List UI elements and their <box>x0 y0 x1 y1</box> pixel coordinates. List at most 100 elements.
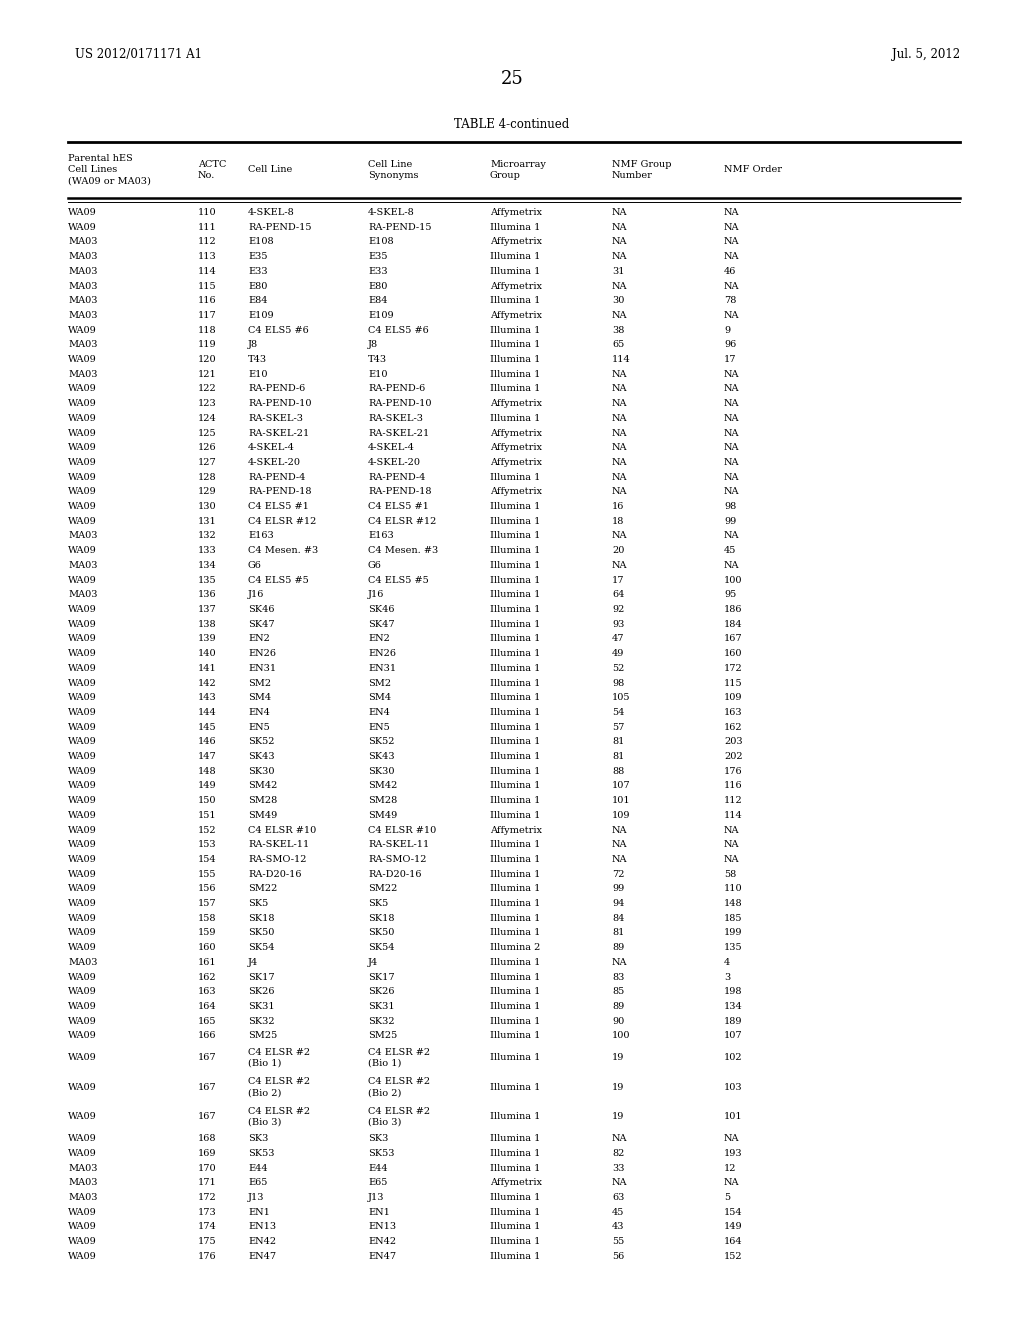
Text: 5: 5 <box>724 1193 730 1203</box>
Text: WA09: WA09 <box>68 738 96 746</box>
Text: EN26: EN26 <box>368 649 396 659</box>
Text: 107: 107 <box>724 1031 742 1040</box>
Text: 110: 110 <box>198 209 217 216</box>
Text: 131: 131 <box>198 517 217 525</box>
Text: 19: 19 <box>612 1082 625 1092</box>
Text: NA: NA <box>724 209 739 216</box>
Text: NA: NA <box>724 1134 739 1143</box>
Text: Illumina 1: Illumina 1 <box>490 1222 541 1232</box>
Text: C4 ELS5 #5: C4 ELS5 #5 <box>248 576 309 585</box>
Text: WA09: WA09 <box>68 928 96 937</box>
Text: WA09: WA09 <box>68 810 96 820</box>
Text: 58: 58 <box>724 870 736 879</box>
Text: 149: 149 <box>724 1222 742 1232</box>
Text: NA: NA <box>612 252 628 261</box>
Text: SK54: SK54 <box>368 942 394 952</box>
Text: RA-PEND-4: RA-PEND-4 <box>248 473 305 482</box>
Text: 140: 140 <box>198 649 217 659</box>
Text: 49: 49 <box>612 649 625 659</box>
Text: RA-SMO-12: RA-SMO-12 <box>368 855 427 863</box>
Text: EN47: EN47 <box>368 1251 396 1261</box>
Text: WA09: WA09 <box>68 355 96 364</box>
Text: 123: 123 <box>198 399 217 408</box>
Text: 4-SKEL-8: 4-SKEL-8 <box>368 209 415 216</box>
Text: NA: NA <box>612 473 628 482</box>
Text: C4 ELSR #10: C4 ELSR #10 <box>248 825 316 834</box>
Text: NA: NA <box>724 855 739 863</box>
Text: 33: 33 <box>612 1164 625 1172</box>
Text: 4-SKEL-20: 4-SKEL-20 <box>248 458 301 467</box>
Text: WA09: WA09 <box>68 1002 96 1011</box>
Text: 124: 124 <box>198 414 217 422</box>
Text: 121: 121 <box>198 370 217 379</box>
Text: RA-SKEL-21: RA-SKEL-21 <box>248 429 309 438</box>
Text: Affymetrix: Affymetrix <box>490 1179 542 1187</box>
Text: J13: J13 <box>248 1193 264 1203</box>
Text: 89: 89 <box>612 1002 625 1011</box>
Text: WA09: WA09 <box>68 708 96 717</box>
Text: SK50: SK50 <box>368 928 394 937</box>
Text: E108: E108 <box>368 238 393 247</box>
Text: G6: G6 <box>248 561 262 570</box>
Text: Illumina 1: Illumina 1 <box>490 1193 541 1203</box>
Text: WA09: WA09 <box>68 209 96 216</box>
Text: EN1: EN1 <box>248 1208 270 1217</box>
Text: 17: 17 <box>724 355 736 364</box>
Text: MA03: MA03 <box>68 312 97 319</box>
Text: WA09: WA09 <box>68 1148 96 1158</box>
Text: WA09: WA09 <box>68 444 96 453</box>
Text: 154: 154 <box>724 1208 742 1217</box>
Text: RA-PEND-10: RA-PEND-10 <box>368 399 431 408</box>
Text: MA03: MA03 <box>68 1179 97 1187</box>
Text: NA: NA <box>724 384 739 393</box>
Text: EN4: EN4 <box>368 708 390 717</box>
Text: 114: 114 <box>612 355 631 364</box>
Text: SK32: SK32 <box>368 1016 394 1026</box>
Text: 56: 56 <box>612 1251 625 1261</box>
Text: NA: NA <box>612 1179 628 1187</box>
Text: 64: 64 <box>612 590 625 599</box>
Text: SK43: SK43 <box>248 752 274 762</box>
Text: 65: 65 <box>612 341 625 350</box>
Text: Illumina 1: Illumina 1 <box>490 1251 541 1261</box>
Text: 163: 163 <box>198 987 217 997</box>
Text: Illumina 1: Illumina 1 <box>490 1134 541 1143</box>
Text: NA: NA <box>724 841 739 849</box>
Text: 120: 120 <box>198 355 217 364</box>
Text: Affymetrix: Affymetrix <box>490 209 542 216</box>
Text: 96: 96 <box>724 341 736 350</box>
Text: Illumina 1: Illumina 1 <box>490 884 541 894</box>
Text: NA: NA <box>612 384 628 393</box>
Text: MA03: MA03 <box>68 590 97 599</box>
Text: 54: 54 <box>612 708 625 717</box>
Text: RA-D20-16: RA-D20-16 <box>368 870 422 879</box>
Text: 198: 198 <box>724 987 742 997</box>
Text: E33: E33 <box>368 267 388 276</box>
Text: WA09: WA09 <box>68 517 96 525</box>
Text: Illumina 1: Illumina 1 <box>490 738 541 746</box>
Text: E109: E109 <box>248 312 273 319</box>
Text: NA: NA <box>612 841 628 849</box>
Text: Illumina 1: Illumina 1 <box>490 576 541 585</box>
Text: NA: NA <box>724 223 739 232</box>
Text: 132: 132 <box>198 532 217 540</box>
Text: 135: 135 <box>724 942 742 952</box>
Text: 83: 83 <box>612 973 625 982</box>
Text: C4 ELS5 #6: C4 ELS5 #6 <box>368 326 429 335</box>
Text: 170: 170 <box>198 1164 217 1172</box>
Text: Illumina 1: Illumina 1 <box>490 341 541 350</box>
Text: MA03: MA03 <box>68 958 97 966</box>
Text: C4 ELS5 #5: C4 ELS5 #5 <box>368 576 429 585</box>
Text: SK52: SK52 <box>368 738 394 746</box>
Text: Illumina 1: Illumina 1 <box>490 899 541 908</box>
Text: MA03: MA03 <box>68 238 97 247</box>
Text: SK53: SK53 <box>248 1148 274 1158</box>
Text: C4 ELSR #12: C4 ELSR #12 <box>368 517 436 525</box>
Text: E65: E65 <box>368 1179 387 1187</box>
Text: E108: E108 <box>248 238 273 247</box>
Text: Illumina 1: Illumina 1 <box>490 517 541 525</box>
Text: WA09: WA09 <box>68 1237 96 1246</box>
Text: 115: 115 <box>724 678 742 688</box>
Text: NA: NA <box>612 414 628 422</box>
Text: WA09: WA09 <box>68 1251 96 1261</box>
